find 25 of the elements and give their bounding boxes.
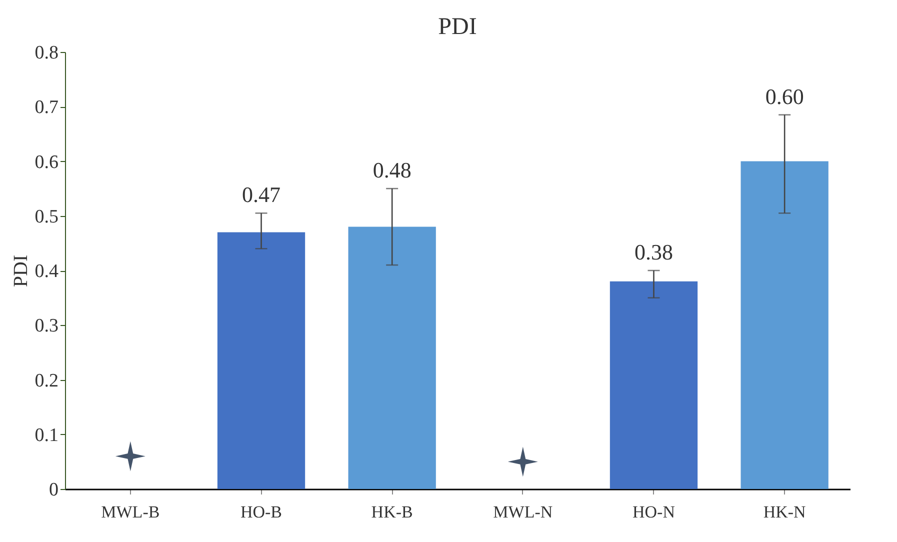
data-label: 0.38 xyxy=(634,240,673,264)
data-label: 0.48 xyxy=(372,158,412,183)
data-label: 0.60 xyxy=(765,84,804,109)
x-tick-label: HK-B xyxy=(371,502,413,522)
chart-title: PDI xyxy=(438,14,477,40)
y-tick-label: 0.5 xyxy=(34,206,58,228)
y-tick-label: 0.7 xyxy=(34,97,58,118)
y-tick-label: 0.1 xyxy=(34,424,58,446)
bar xyxy=(217,232,306,489)
y-tick-label: 0 xyxy=(49,480,58,500)
bar xyxy=(610,281,698,489)
y-tick-label: 0.3 xyxy=(34,316,58,337)
bar xyxy=(740,161,828,489)
x-tick-label: MWL-N xyxy=(493,502,553,522)
y-tick-label: 0.8 xyxy=(34,42,58,64)
y-axis-title: PDI xyxy=(10,254,32,288)
y-tick-label: 0.2 xyxy=(34,370,58,392)
x-tick-label: HO-N xyxy=(632,502,675,522)
y-tick-label: 0.4 xyxy=(34,261,59,282)
x-tick-label: HO-B xyxy=(240,502,282,522)
y-tick-label: 0.6 xyxy=(34,152,58,173)
bar xyxy=(348,226,436,489)
x-tick-label: MWL-B xyxy=(101,502,160,522)
data-label: 0.47 xyxy=(242,182,280,208)
x-tick-label: HK-N xyxy=(763,502,806,522)
